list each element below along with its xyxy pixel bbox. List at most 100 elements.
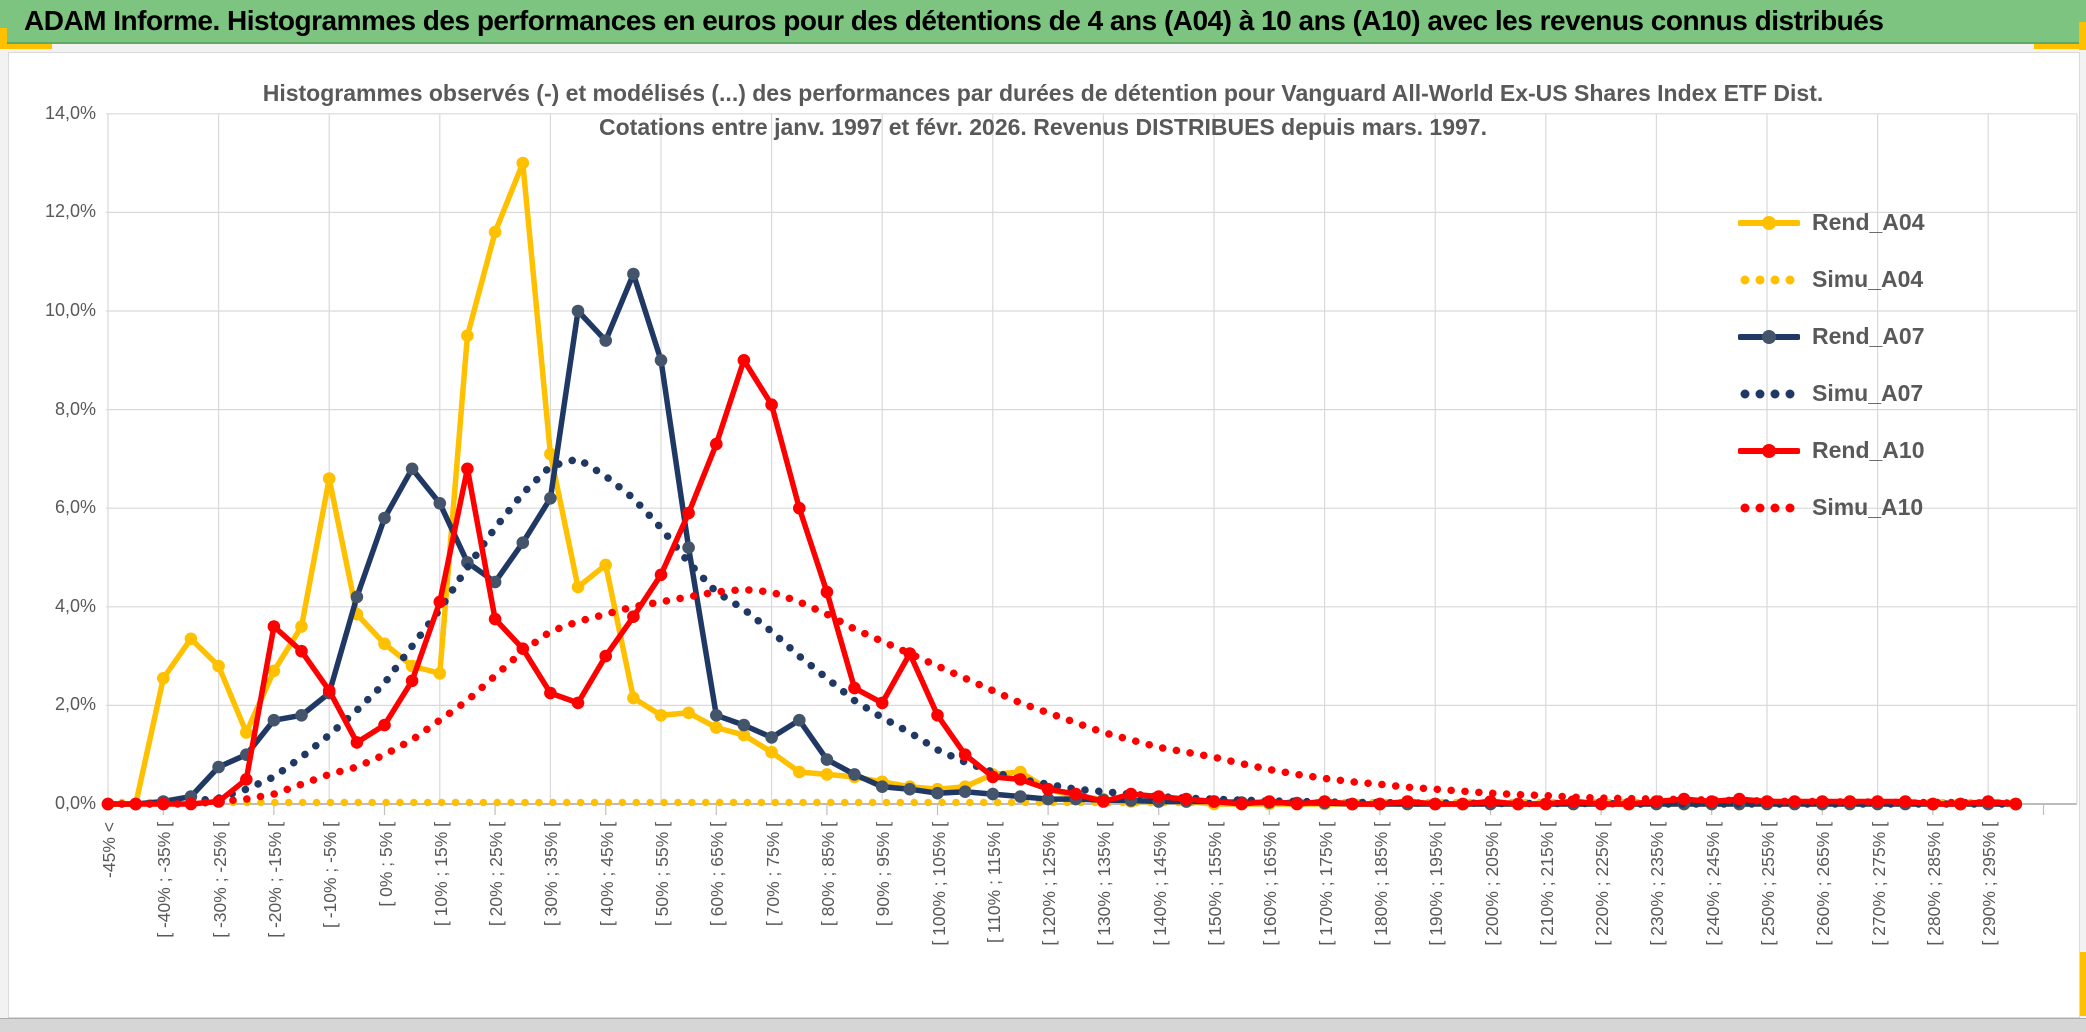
- series-marker-Rend_A04: [820, 768, 834, 781]
- series-marker-Rend_A10: [958, 748, 972, 761]
- series-marker-Rend_A10: [1456, 797, 1470, 811]
- chart-area[interactable]: [8, 52, 2080, 1018]
- series-marker-Rend_A04: [267, 664, 281, 678]
- series-marker-Rend_A04: [157, 672, 170, 685]
- x-tick-label: [ 0% ; 5% [: [375, 822, 396, 907]
- legend-label: Rend_A10: [1812, 437, 1925, 463]
- series-marker-Rend_A10: [737, 354, 751, 367]
- series-marker-Rend_A10: [765, 398, 778, 412]
- series-marker-Rend_A07: [737, 718, 751, 732]
- legend-label: Simu_A04: [1812, 266, 1924, 292]
- series-marker-Rend_A04: [488, 225, 502, 239]
- workbook-title: ADAM Informe. Histogrammes des performan…: [24, 5, 1884, 36]
- series-marker-Rend_A04: [793, 765, 806, 779]
- x-tick-label: [ 110% ; 115% [: [983, 822, 1004, 943]
- series-marker-Rend_A07: [682, 541, 695, 554]
- workbook-title-bar: ADAM Informe. Histogrammes des performan…: [0, 0, 2086, 44]
- legend-item-Simu_A07[interactable]: Simu_A07: [1738, 377, 1924, 410]
- legend-dots-swatch: [1740, 389, 1795, 398]
- sheet-accent-bottom-right: [2079, 952, 2086, 1016]
- x-tick-label: [ 220% ; 225% [: [1592, 822, 1613, 946]
- legend-item-Rend_A10[interactable]: Rend_A10: [1738, 434, 1924, 467]
- series-marker-Rend_A04: [322, 472, 336, 485]
- series-marker-Rend_A10: [2009, 797, 2023, 811]
- x-tick-label: [ 150% ; 155% [: [1205, 822, 1225, 946]
- x-tick-label: [ 250% ; 255% [: [1758, 822, 1778, 946]
- x-tick-label: [ -40% ; -35% [: [154, 822, 175, 938]
- x-tick-label: [ 20% ; 25% [: [486, 822, 507, 927]
- series-marker-Rend_A04: [571, 580, 585, 594]
- series-marker-Rend_A07: [212, 760, 225, 774]
- legend-item-Rend_A07[interactable]: Rend_A07: [1738, 320, 1924, 353]
- series-marker-Rend_A07: [903, 782, 917, 796]
- series-marker-Rend_A10: [820, 585, 834, 599]
- series-line-Rend_A07: [105, 271, 2019, 807]
- legend-item-Simu_A04[interactable]: Simu_A04: [1738, 263, 1924, 296]
- x-tick-label: [ 70% ; 75% [: [762, 822, 783, 927]
- legend-line-swatch: [1738, 215, 1800, 230]
- series-marker-Rend_A10: [1428, 797, 1442, 811]
- series-marker-Rend_A10: [1511, 797, 1525, 811]
- x-tick-label: [ 140% ; 145% [: [1149, 822, 1170, 946]
- sheet-accent-top-right: [2079, 22, 2086, 50]
- x-tick-label: [ 230% ; 235% [: [1647, 822, 1668, 946]
- series-line-Simu_A10: [104, 585, 2020, 808]
- series-marker-Rend_A07: [848, 768, 861, 781]
- x-tick-label: -45% <: [99, 822, 119, 878]
- series-marker-Rend_A10: [405, 674, 419, 688]
- series-marker-Rend_A07: [1041, 792, 1055, 806]
- series-marker-Rend_A07: [433, 497, 447, 510]
- series-marker-Rend_A07: [627, 267, 640, 281]
- series-marker-Rend_A10: [1069, 787, 1083, 801]
- x-tick-label: [ 200% ; 205% [: [1481, 822, 1502, 946]
- series-marker-Rend_A10: [1152, 790, 1165, 803]
- chart-title-line2: Cotations entre janv. 1997 et févr. 2026…: [599, 114, 1487, 140]
- x-tick-label: [ 30% ; 35% [: [541, 822, 562, 927]
- series-marker-Rend_A10: [1401, 795, 1414, 808]
- series-marker-Rend_A10: [461, 462, 474, 476]
- series-marker-Rend_A07: [820, 753, 834, 766]
- x-tick-label: [ 100% ; 105% [: [928, 822, 949, 946]
- legend[interactable]: Rend_A04 Simu_A04 Rend_A07 Simu_A07 Rend_A10…: [1738, 206, 1924, 548]
- series-marker-Rend_A10: [240, 773, 253, 786]
- x-tick-label: [ 240% ; 245% [: [1702, 822, 1723, 946]
- series-marker-Rend_A10: [1484, 795, 1497, 808]
- series-marker-Rend_A07: [1014, 790, 1027, 803]
- sheet-accent-underline-left: [0, 44, 52, 49]
- legend-dots-swatch: [1740, 275, 1795, 284]
- legend-item-Simu_A10[interactable]: Simu_A10: [1738, 491, 1924, 524]
- series-marker-Rend_A10: [1124, 787, 1138, 801]
- y-tick-label: 14,0%: [44, 102, 96, 123]
- x-tick-label: [ 290% ; 295% [: [1979, 822, 2000, 946]
- x-tick-label: [ 80% ; 85% [: [817, 822, 838, 927]
- series-marker-Rend_A07: [958, 785, 972, 798]
- series-marker-Rend_A10: [710, 437, 723, 451]
- series-marker-Rend_A10: [544, 686, 557, 700]
- series-marker-Rend_A10: [682, 506, 695, 520]
- series-marker-Rend_A04: [184, 632, 198, 646]
- series-marker-Rend_A10: [599, 649, 612, 663]
- series-marker-Rend_A07: [488, 575, 502, 589]
- series-marker-Rend_A07: [875, 780, 889, 793]
- x-tick-label: [ 160% ; 165% [: [1260, 822, 1281, 946]
- series-marker-Rend_A10: [793, 501, 806, 515]
- series-marker-Rend_A07: [793, 713, 806, 727]
- y-tick-label: 6,0%: [54, 497, 96, 518]
- series-marker-Rend_A07: [350, 590, 364, 604]
- series-marker-Rend_A10: [267, 620, 281, 633]
- series-marker-Rend_A10: [986, 770, 1000, 784]
- y-tick-label: 12,0%: [44, 201, 96, 222]
- legend-item-Rend_A04[interactable]: Rend_A04: [1738, 206, 1924, 239]
- series-marker-Rend_A10: [1539, 797, 1553, 811]
- series-marker-Rend_A10: [1180, 792, 1193, 806]
- x-tick-label: [ 190% ; 195% [: [1426, 822, 1447, 946]
- series-marker-Rend_A10: [875, 696, 889, 710]
- x-tick-label: [ 120% ; 125% [: [1039, 822, 1060, 946]
- x-tick-label: [ -10% ; -5% [: [320, 822, 341, 929]
- series-marker-Rend_A10: [627, 610, 640, 623]
- x-tick-label: [ 170% ; 175% [: [1315, 822, 1336, 946]
- series-marker-Rend_A04: [240, 726, 253, 739]
- sheet-accent-underline-right: [2034, 44, 2086, 49]
- y-tick-label: 10,0%: [44, 300, 96, 320]
